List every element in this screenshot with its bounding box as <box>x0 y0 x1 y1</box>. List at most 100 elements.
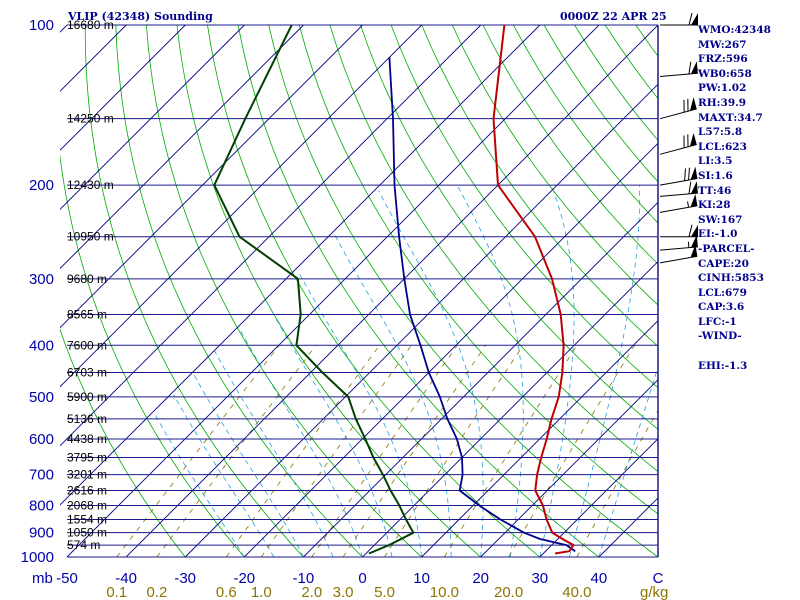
temperature-tick-label: 0 <box>358 570 366 587</box>
dry-adiabat-line <box>146 25 423 557</box>
mixing-ratio-tick-label: 3.0 <box>333 584 354 600</box>
wind-barb-flag <box>688 167 690 181</box>
wind-barb-pennant <box>690 244 698 258</box>
dry-adiabat-line <box>207 25 541 557</box>
dry-adiabat-line <box>176 25 482 557</box>
wind-barb-column <box>659 12 698 264</box>
isotherm-line <box>243 142 658 557</box>
wind-barb-flag <box>688 61 692 75</box>
pressure-unit-label: mb <box>32 570 53 587</box>
dry-adiabat-line <box>298 25 658 515</box>
dry-adiabat-line <box>451 25 658 306</box>
wind-barb-pennant <box>691 13 698 25</box>
index-row: LFC:-1 <box>698 315 737 328</box>
wind-barb <box>659 97 697 120</box>
height-label: 2616 m <box>67 484 107 498</box>
height-label: 3795 m <box>67 450 107 464</box>
wind-barb-half-flag <box>687 241 690 248</box>
temperature-tick-label: C <box>653 570 664 587</box>
index-row: MW:267 <box>698 38 747 51</box>
index-row: -PARCEL- <box>698 242 755 255</box>
sounding-time: 0000Z 22 APR 25 <box>560 10 667 23</box>
height-label: 9680 m <box>67 272 107 286</box>
mixing-ratio-unit-label: g/kg <box>640 584 668 600</box>
wind-barb-staff <box>659 178 698 186</box>
height-label: 6703 m <box>67 366 107 380</box>
mixing-ratio-tick-label: 0.2 <box>146 584 167 600</box>
dry-adiabat-line <box>421 25 658 347</box>
isotherm-line <box>184 83 658 557</box>
wind-barb <box>660 12 698 26</box>
moist-adiabat-line <box>297 270 422 557</box>
index-row: SI:1.6 <box>698 169 733 182</box>
temperature-tick-label: -20 <box>233 570 255 587</box>
wind-barb-half-flag <box>687 201 690 208</box>
wind-barb <box>659 166 698 186</box>
index-row: CAPE:20 <box>698 257 749 270</box>
index-row: -WIND- <box>698 330 742 343</box>
height-label: 574 m <box>67 538 100 552</box>
mixing-ratio-tick-label: 5.0 <box>374 584 395 600</box>
temperature-tick-label: -50 <box>56 570 78 587</box>
isotherm-line <box>303 201 658 557</box>
pressure-tick-label: 300 <box>29 271 54 288</box>
pressure-tick-label: 500 <box>29 389 54 406</box>
pressure-tick-label: 200 <box>29 177 54 194</box>
mixing-ratio-tick-label: 40.0 <box>562 584 591 600</box>
moist-adiabat-line <box>214 350 334 557</box>
mixing-ratio-tick-label: 2.0 <box>301 584 322 600</box>
moist-adiabat-line <box>265 300 393 557</box>
dry-adiabat-line <box>60 153 245 557</box>
index-row: LCL:623 <box>698 140 747 153</box>
index-row: FRZ:596 <box>698 53 748 66</box>
mixing-ratio-tick-label: 10.0 <box>430 584 459 600</box>
pressure-tick-label: 800 <box>29 497 54 514</box>
index-row: WMO:42348 <box>698 24 771 36</box>
wind-barb <box>659 244 698 264</box>
height-label: 8565 m <box>67 307 107 321</box>
height-label: 1554 m <box>67 512 107 526</box>
mixing-ratio-tick-label: 0.1 <box>106 584 127 600</box>
isotherm-line <box>125 25 658 557</box>
index-row: EHI:-1.3 <box>698 359 748 372</box>
dry-adiabat-line <box>60 328 186 557</box>
wind-barb-flag <box>688 12 693 26</box>
dry-adiabat-line <box>390 25 658 389</box>
temperature-tick-label: 40 <box>591 570 608 587</box>
wind-barb-flag <box>684 168 686 181</box>
height-label: 7600 m <box>67 338 107 352</box>
index-row: EI:-1.0 <box>698 228 738 241</box>
dewpoint-trace <box>388 57 576 552</box>
height-label: 12430 m <box>67 178 114 192</box>
pressure-tick-label: 600 <box>29 431 54 448</box>
height-label: 4438 m <box>67 432 107 446</box>
temperature-tick-label: 20 <box>472 570 489 587</box>
temperature-tick-label: -40 <box>115 570 137 587</box>
height-label: 3201 m <box>67 468 107 482</box>
moist-adiabat-line <box>378 190 484 557</box>
height-label: 14250 m <box>67 112 114 126</box>
wind-barb <box>659 193 698 213</box>
dry-adiabat-line <box>84 25 304 557</box>
stability-indices-panel: WMO:42348 MW:267 FRZ:596 WB0:658 PW:1.02 RH:3… <box>698 23 771 373</box>
isotherm-line <box>60 25 541 506</box>
pressure-tick-label: 1000 <box>21 549 54 566</box>
pressure-tick-label: 700 <box>29 467 54 484</box>
mixing-ratio-tick-label: 20.0 <box>494 584 523 600</box>
isotherm-line <box>421 319 658 557</box>
index-row: PW:1.02 <box>698 82 747 95</box>
wind-barb <box>659 181 698 197</box>
pressure-tick-label: 400 <box>29 337 54 354</box>
isotherm-line <box>60 25 423 388</box>
sounding-series <box>213 25 576 555</box>
moist-adiabat-line <box>333 231 452 557</box>
temperature-tick-label: -30 <box>174 570 196 587</box>
index-row: CAP:3.6 <box>698 301 745 314</box>
wind-barb-flag <box>688 181 692 194</box>
station-title: VLIP (42348) Sounding <box>67 10 213 23</box>
wind-barb-pennant <box>690 181 698 194</box>
mixing-ratio-tick-label: 1.0 <box>251 584 272 600</box>
isotherm-line <box>362 260 658 557</box>
